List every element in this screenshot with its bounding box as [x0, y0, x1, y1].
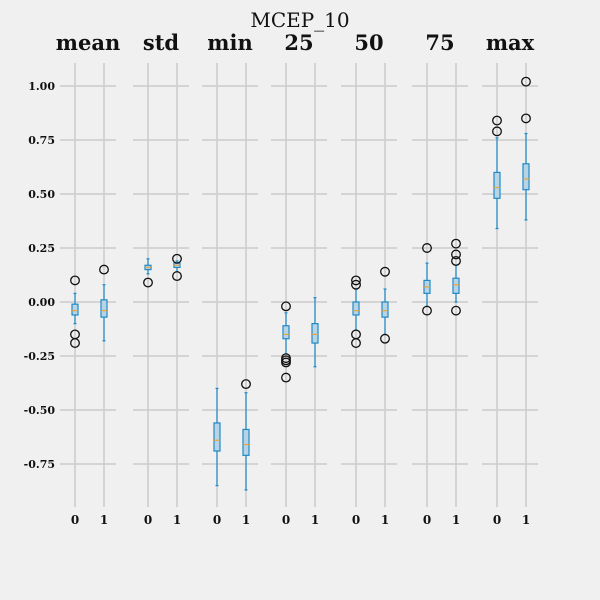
box: [493, 171, 501, 199]
outlier-point: [422, 305, 432, 316]
x-tick-label: 1: [452, 513, 460, 527]
y-axis-ticks: 1.00 0.75 0.50 0.25 0.00 -0.25 -0.50 -0.75: [24, 80, 56, 471]
outlier-point: [351, 279, 361, 290]
y-tick-label: 1.00: [28, 80, 55, 93]
outlier-point: [380, 333, 390, 344]
y-tick-label: -0.25: [24, 350, 55, 363]
outlier-point: [143, 277, 153, 288]
panel-title: mean: [56, 30, 120, 55]
outlier-point: [351, 338, 361, 348]
x-tick-label: 1: [381, 513, 389, 527]
panel-title: 75: [425, 30, 454, 55]
outlier-point: [172, 271, 182, 282]
x-tick-label: 0: [352, 513, 360, 527]
panel-title: max: [486, 30, 535, 55]
panel-std: std 0 1: [133, 30, 189, 527]
outlier-point: [70, 275, 80, 286]
box: [522, 163, 530, 191]
outlier-point: [492, 126, 502, 137]
y-tick-label: 0.25: [28, 242, 55, 255]
x-tick-label: 0: [493, 513, 501, 527]
panel-25: 25 0 1: [271, 30, 327, 527]
box: [452, 277, 460, 294]
x-tick-label: 0: [282, 513, 290, 527]
x-tick-label: 1: [242, 513, 250, 527]
x-tick-label: 0: [71, 513, 79, 527]
panel-max: max 0 1: [482, 30, 538, 527]
y-tick-label: -0.50: [24, 404, 56, 417]
outlier-point: [451, 238, 461, 249]
x-tick-label: 1: [522, 513, 530, 527]
outlier-point: [380, 266, 390, 277]
panel-title: std: [143, 30, 180, 55]
outlier-point: [281, 301, 291, 312]
panel-title: min: [207, 30, 252, 55]
x-tick-label: 0: [144, 513, 152, 527]
panel-title: 50: [354, 30, 383, 55]
box: [213, 422, 221, 452]
outlier-point: [521, 76, 531, 87]
x-tick-label: 0: [423, 513, 431, 527]
outlier-point: [451, 305, 461, 316]
panel-min: min 0 1: [202, 30, 258, 527]
x-tick-label: 0: [213, 513, 221, 527]
y-tick-label: 0.50: [28, 188, 55, 201]
outlier-point: [451, 256, 461, 266]
y-tick-label: 0.75: [28, 134, 55, 147]
outlier-point: [422, 243, 432, 253]
box: [100, 299, 108, 318]
panel-75: 75 0 1: [412, 30, 468, 527]
box-panels: mean 0 1 std 0 1 min 0 1 25 0 1 50 0 1 75 0 1 max 0 1: [56, 30, 538, 527]
outlier-point: [70, 338, 80, 348]
outlier-point: [281, 372, 291, 383]
outlier-point: [351, 275, 361, 286]
panel-mean: mean 0 1: [56, 30, 120, 527]
chart-title: MCEP_10: [250, 8, 349, 32]
outlier-point: [99, 264, 109, 275]
x-tick-label: 1: [311, 513, 319, 527]
outlier-point: [521, 113, 531, 124]
outlier-point: [241, 379, 251, 390]
panel-title: 25: [284, 30, 313, 55]
box: [71, 303, 79, 316]
outlier-point: [281, 357, 291, 368]
outlier-point: [172, 253, 182, 264]
panel-50: 50 0 1: [341, 30, 397, 527]
outlier-point: [451, 249, 461, 260]
x-tick-label: 1: [173, 513, 181, 527]
box: [381, 301, 389, 318]
box: [242, 428, 250, 456]
box: [282, 325, 290, 340]
box: [311, 323, 319, 344]
x-tick-label: 1: [100, 513, 108, 527]
y-tick-label: -0.75: [24, 458, 55, 471]
outlier-point: [492, 115, 502, 126]
box: [352, 301, 360, 316]
y-tick-label: 0.00: [28, 296, 55, 309]
